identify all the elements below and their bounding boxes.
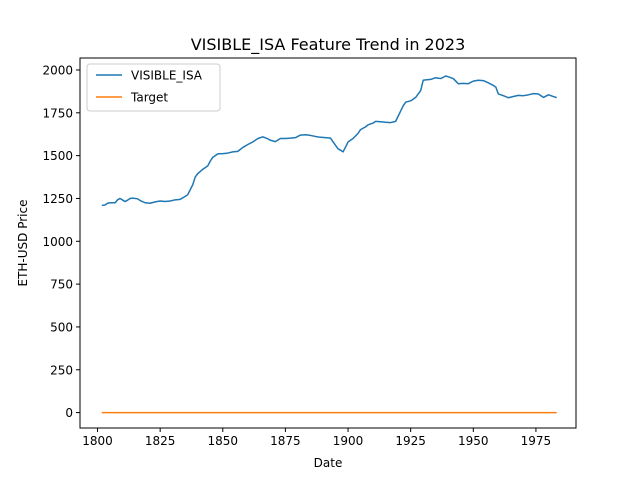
x-tick-label: 1900 — [333, 434, 364, 448]
series-line-visible-isa — [101, 75, 557, 207]
legend: VISIBLE_ISA Target — [86, 63, 221, 112]
x-axis: 1800 1825 1850 1875 1900 1925 1950 1975 — [82, 428, 551, 448]
x-tick-label: 1975 — [521, 434, 552, 448]
y-tick-label: 1000 — [42, 235, 73, 249]
x-tick-label: 1850 — [208, 434, 239, 448]
y-tick-label: 250 — [50, 363, 73, 377]
y-tick-label: 750 — [50, 278, 73, 292]
y-tick-label: 1750 — [42, 106, 73, 120]
y-tick-label: 1250 — [42, 192, 73, 206]
x-axis-label: Date — [314, 456, 343, 470]
y-tick-label: 500 — [50, 320, 73, 334]
y-tick-label: 1500 — [42, 149, 73, 163]
x-tick-label: 1875 — [270, 434, 301, 448]
legend-label-target: Target — [130, 91, 168, 105]
legend-label-visible-isa: VISIBLE_ISA — [131, 69, 203, 83]
y-tick-label: 2000 — [42, 63, 73, 77]
x-tick-label: 1925 — [395, 434, 426, 448]
x-tick-label: 1825 — [145, 434, 176, 448]
chart-title: VISIBLE_ISA Feature Trend in 2023 — [191, 35, 466, 55]
x-tick-label: 1800 — [82, 434, 113, 448]
y-axis: 0 250 500 750 1000 1250 1500 1750 2000 — [42, 63, 80, 420]
y-tick-label: 0 — [65, 406, 73, 420]
series-layer — [101, 75, 557, 414]
x-tick-label: 1950 — [458, 434, 489, 448]
plot-frame — [79, 57, 577, 429]
y-axis-label: ETH-USD Price — [16, 200, 30, 287]
